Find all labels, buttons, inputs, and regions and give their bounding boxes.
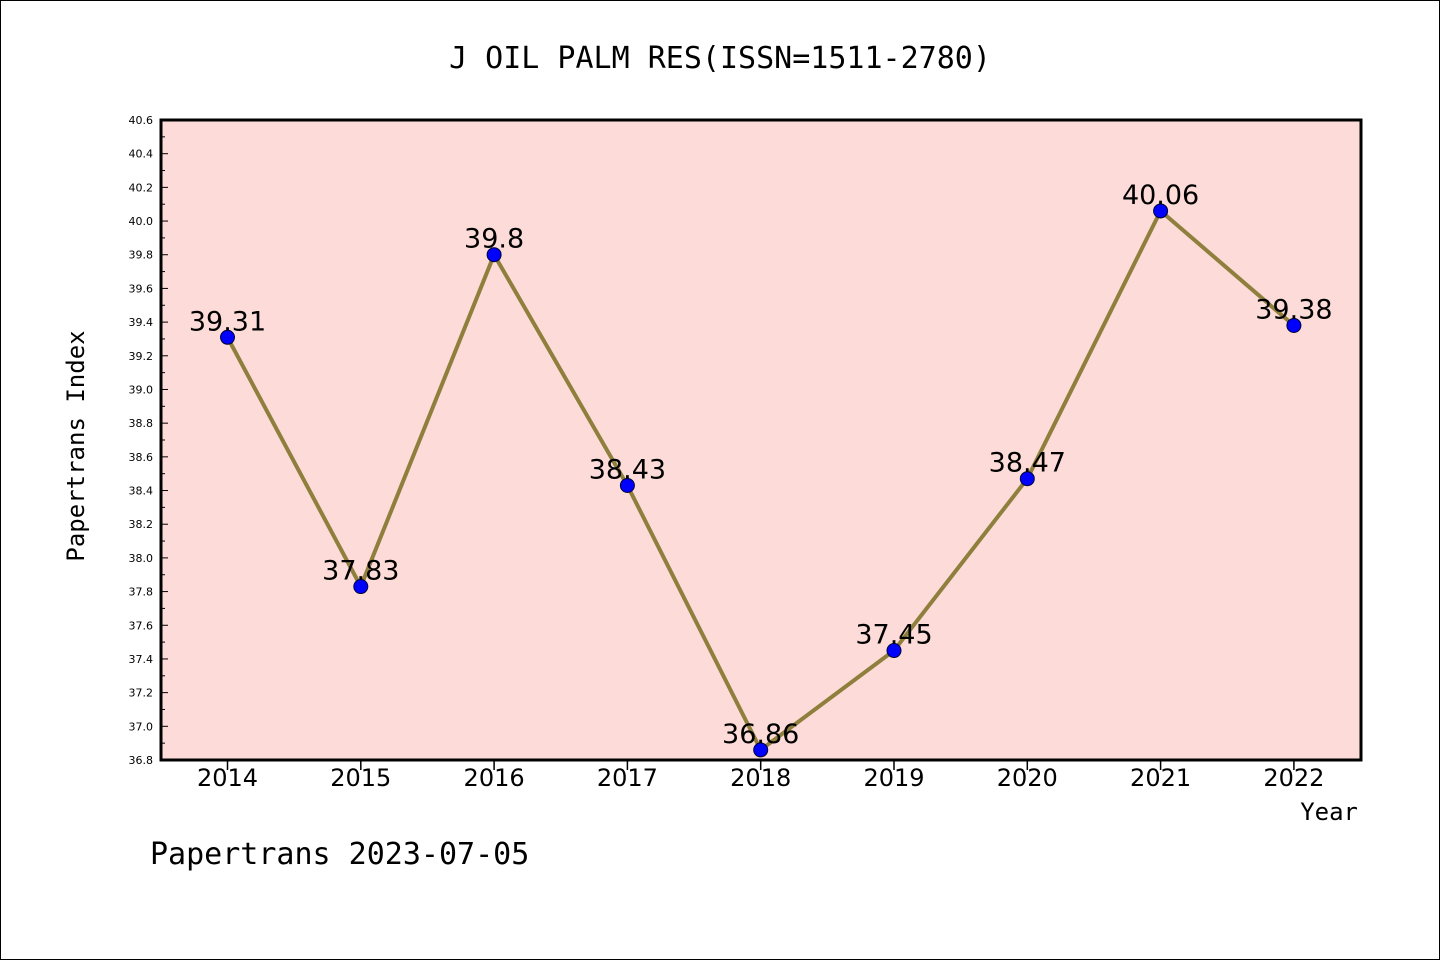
x-tick-label: 2022	[1263, 764, 1324, 792]
x-tick-label: 2015	[330, 764, 391, 792]
data-point	[220, 329, 235, 345]
y-tick-label: 37.6	[129, 619, 154, 632]
y-tick-label: 39.8	[129, 249, 154, 262]
y-tick-label: 36.8	[129, 754, 154, 767]
y-tick-label: 37.8	[129, 586, 154, 599]
footer-watermark: Papertrans 2023-07-05	[150, 837, 529, 872]
y-tick-label: 37.0	[129, 720, 154, 733]
data-point	[619, 477, 635, 493]
data-point	[1019, 471, 1035, 487]
x-tick-label: 2018	[730, 764, 791, 792]
y-tick-label: 40.4	[129, 148, 154, 161]
data-label: 40.06	[1122, 180, 1199, 211]
plot-area	[159, 118, 1363, 762]
data-label-layer: 39.31 37.83 39.8 38.43 36.86 37.45 38.47 40.06 3…	[189, 180, 1333, 750]
y-tick-label: 38.4	[129, 485, 154, 498]
data-point	[486, 247, 502, 263]
x-tick-label: 2021	[1130, 764, 1191, 792]
y-tick-label: 37.2	[129, 687, 154, 700]
x-axis-label: Year	[1300, 798, 1358, 826]
y-tick-label: 38.6	[129, 451, 154, 464]
x-tick-label: 2020	[997, 764, 1058, 792]
data-point	[1153, 203, 1169, 219]
data-label: 37.45	[855, 620, 932, 651]
data-label: 37.83	[322, 556, 399, 587]
series-layer	[220, 203, 1302, 758]
x-axis-ticks: 2014 2015 2016 2017 2018 2019 2020 2021 2022	[197, 760, 1324, 792]
data-label: 39.8	[464, 224, 524, 255]
x-tick-label: 2014	[197, 764, 258, 792]
y-tick-label: 40.2	[129, 181, 154, 194]
data-label: 39.38	[1255, 294, 1332, 325]
x-tick-label: 2017	[597, 764, 658, 792]
y-tick-label: 37.4	[129, 653, 154, 666]
y-tick-label: 40.6	[129, 114, 154, 127]
y-tick-label: 39.2	[129, 350, 154, 363]
y-tick-label: 39.6	[129, 282, 154, 295]
y-tick-label: 38.0	[129, 552, 154, 565]
y-tick-label: 40.0	[129, 215, 154, 228]
y-tick-label: 38.8	[129, 417, 154, 430]
y-tick-label: 38.2	[129, 518, 154, 531]
data-point	[1286, 317, 1302, 333]
data-point	[753, 742, 769, 758]
data-label: 38.47	[989, 448, 1066, 479]
data-point	[886, 643, 902, 659]
y-axis-ticks: 36.8 37.0 37.2 37.4 37.6 37.8 38.0 38.2 38.4 38.6…	[129, 114, 168, 767]
y-tick-label: 39.0	[129, 383, 154, 396]
data-label: 38.43	[589, 454, 666, 485]
x-tick-label: 2016	[464, 764, 525, 792]
data-point	[353, 579, 369, 595]
chart-title: J OIL PALM RES(ISSN=1511-2780)	[449, 41, 991, 76]
x-tick-label: 2019	[863, 764, 924, 792]
data-label: 39.31	[189, 306, 266, 337]
data-label: 36.86	[722, 719, 799, 750]
y-tick-label: 39.4	[129, 316, 154, 329]
y-axis-label: Papertrans Index	[62, 330, 90, 561]
